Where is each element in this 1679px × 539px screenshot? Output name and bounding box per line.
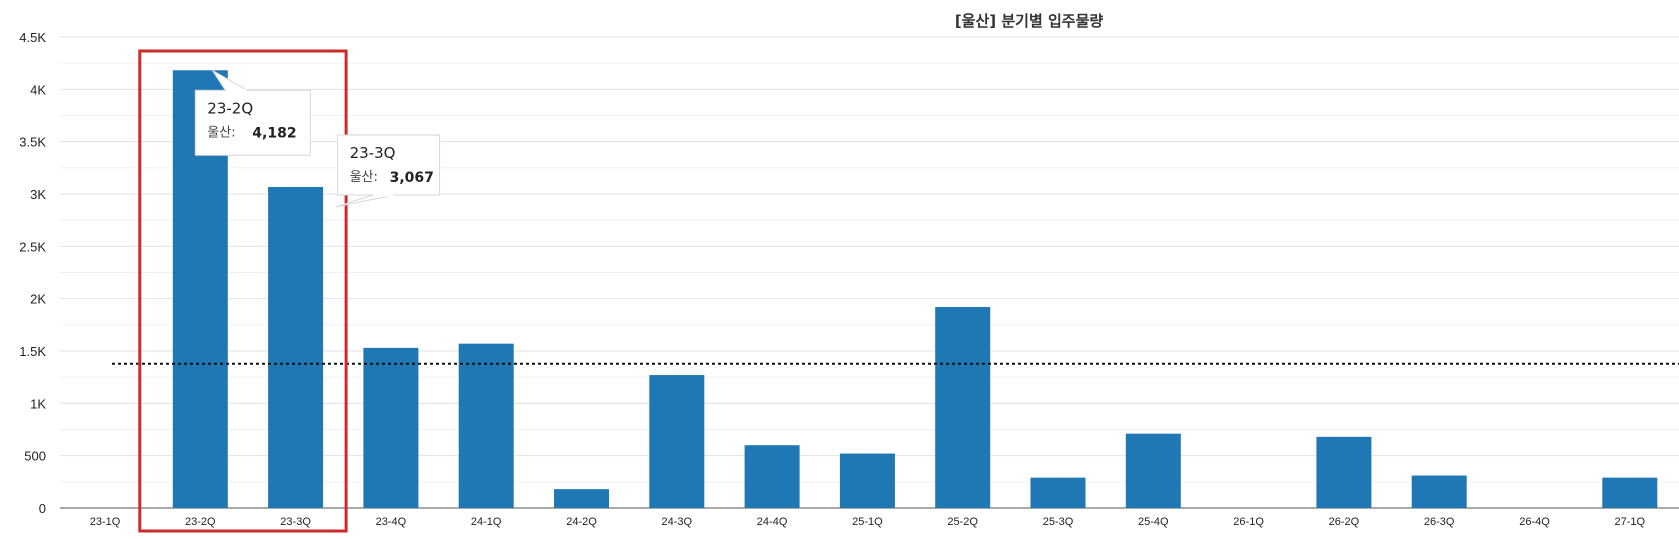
y-tick-label: 1K — [30, 396, 46, 411]
tooltip-pointer-mask — [373, 193, 394, 197]
tooltip-value: 4,182 — [252, 125, 296, 141]
x-tick-label: 23-3Q — [280, 516, 311, 528]
highlight-group — [138, 49, 348, 533]
bar-26-3Q[interactable] — [1411, 475, 1467, 508]
x-tick-label: 25-3Q — [1043, 516, 1074, 528]
grid-lines — [60, 36, 1679, 509]
x-tick-label: 24-2Q — [566, 516, 597, 528]
tooltip-23-3Q: 23-3Q 울산: 3,067 — [335, 134, 441, 208]
y-axis-ticks: 0 500 1K 1.5K 2K 2.5K 3K 3.5K 4K 4.5K — [19, 30, 46, 516]
y-tick-label: 4K — [30, 82, 46, 97]
bar-24-4Q[interactable] — [744, 445, 800, 508]
tooltip-series-label: 울산: — [350, 170, 378, 185]
bar-24-1Q[interactable] — [458, 343, 514, 508]
bar-26-2Q[interactable] — [1316, 436, 1372, 508]
y-tick-label: 1.5K — [19, 344, 46, 359]
x-tick-label: 25-2Q — [947, 516, 978, 528]
tooltip-pointer — [335, 194, 395, 208]
bar-25-4Q[interactable] — [1125, 433, 1181, 508]
y-tick-label: 500 — [24, 449, 46, 464]
y-tick-label: 3.5K — [19, 135, 46, 150]
tooltip-series-label: 울산: — [207, 125, 235, 140]
x-tick-label: 25-1Q — [852, 516, 883, 528]
x-tick-label: 26-3Q — [1424, 516, 1455, 528]
x-tick-label: 23-4Q — [376, 516, 407, 528]
x-tick-label: 23-1Q — [90, 516, 121, 528]
bar-25-2Q[interactable] — [935, 307, 991, 508]
tooltips: 23-2Q 울산: 4,182 23-3Q 울산: 3,067 — [194, 69, 441, 208]
x-tick-label: 24-3Q — [662, 516, 693, 528]
bar-25-3Q[interactable] — [1030, 477, 1086, 508]
x-tick-label: 24-1Q — [471, 516, 502, 528]
y-tick-label: 4.5K — [19, 30, 46, 45]
tooltip-23-2Q: 23-2Q 울산: 4,182 — [194, 69, 311, 156]
x-tick-label: 27-1Q — [1615, 516, 1646, 528]
x-tick-label: 24-4Q — [757, 516, 788, 528]
tooltip-pointer-mask — [226, 88, 247, 92]
x-tick-label: 26-1Q — [1233, 516, 1264, 528]
bar-23-4Q[interactable] — [363, 347, 419, 508]
x-tick-label: 23-2Q — [185, 516, 216, 528]
x-tick-label: 26-2Q — [1329, 516, 1360, 528]
bar-25-1Q[interactable] — [839, 453, 895, 508]
bar-23-3Q[interactable] — [268, 186, 324, 508]
x-axis-ticks: 23-1Q 23-2Q 23-3Q 23-4Q 24-1Q 24-2Q 24-3Q 24-4Q… — [90, 516, 1646, 528]
y-tick-label: 2K — [30, 292, 46, 307]
bar-27-1Q[interactable] — [1602, 477, 1658, 508]
x-tick-label: 25-4Q — [1138, 516, 1169, 528]
y-tick-label: 0 — [39, 501, 46, 516]
bar-24-3Q[interactable] — [649, 375, 705, 508]
y-tick-label: 2.5K — [19, 239, 46, 254]
tooltip-value: 3,067 — [390, 170, 434, 186]
tooltip-category: 23-2Q — [207, 99, 253, 117]
x-tick-label: 26-4Q — [1519, 516, 1550, 528]
chart-title: [울산] 분기별 입주물량 — [955, 12, 1104, 30]
bar-24-2Q[interactable] — [554, 489, 609, 508]
y-tick-label: 3K — [30, 187, 46, 202]
tooltip-box — [194, 89, 311, 156]
tooltip-category: 23-3Q — [350, 144, 396, 162]
highlight-box — [138, 49, 348, 533]
